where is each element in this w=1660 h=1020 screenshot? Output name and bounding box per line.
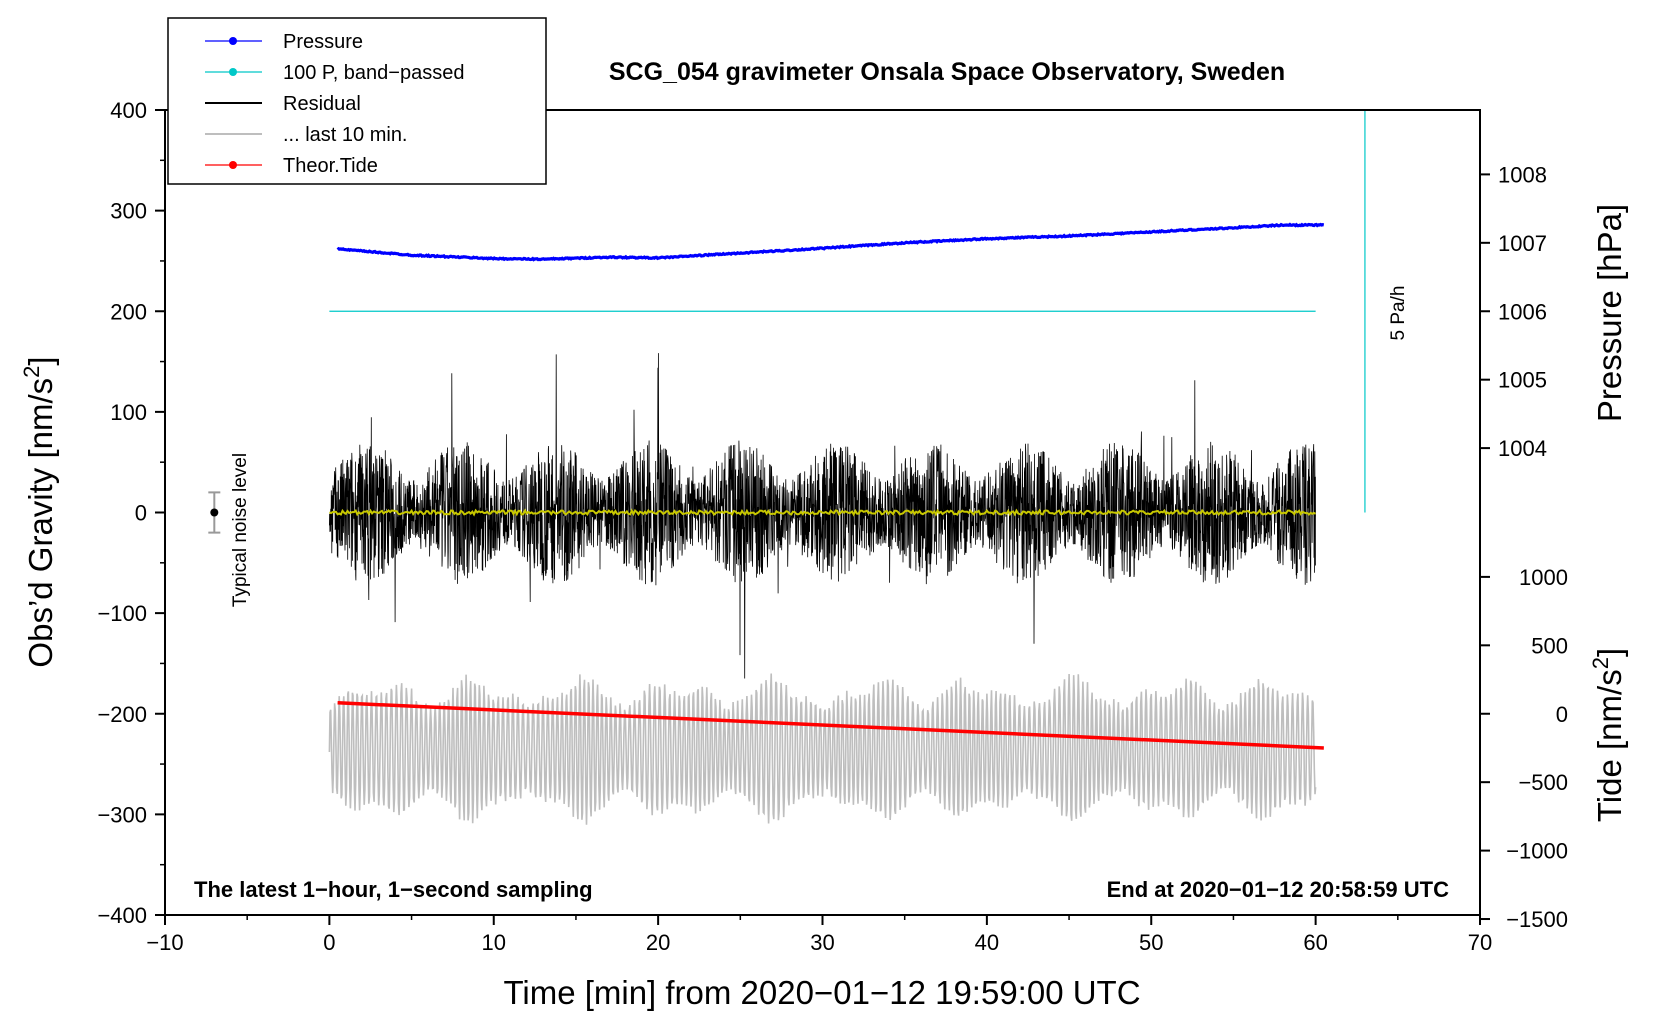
layer-text: SCG_054 gravimeter Onsala Space Observat… [19, 58, 1628, 1011]
y-axis-title-left: Obs’d Gravity [nm/s2] [19, 356, 59, 667]
layer-data [208, 110, 1366, 825]
last-10-min-line [328, 673, 1317, 825]
y-axis-title-pressure: Pressure [hPa] [1591, 204, 1628, 422]
residual-smoothed-line [329, 508, 1317, 517]
chart-title: SCG_054 gravimeter Onsala Space Observat… [609, 58, 1285, 86]
noise-center-dot [210, 508, 219, 517]
residual-line [329, 353, 1316, 679]
legend-label: Pressure [283, 31, 363, 53]
rate-label: 5 Pa/h [1388, 286, 1409, 341]
legend-swatch-marker [229, 161, 237, 169]
x-tick-label: 40 [975, 930, 999, 955]
x-tick-label: −10 [146, 930, 183, 955]
noise-level-label: Typical noise level [230, 453, 251, 607]
y-tick-label: 200 [110, 299, 147, 324]
y-axis-title-tide: Tide [nm/s2] [1588, 648, 1628, 822]
tide-tick-label: 0 [1556, 702, 1568, 727]
y-tick-label: 0 [135, 501, 147, 526]
tide-tick-label: −500 [1518, 770, 1568, 795]
tide-tick-label: −1500 [1506, 907, 1568, 932]
y-axis-title-tide-sup: 2 [1588, 657, 1613, 669]
pressure-tick-label: 1005 [1498, 368, 1547, 393]
y-tick-label: 100 [110, 400, 147, 425]
x-tick-label: 30 [810, 930, 834, 955]
y-tick-label: −300 [97, 802, 147, 827]
note-end-time: End at 2020−01−12 20:58:59 UTC [1107, 877, 1450, 902]
theoretical-tide-line [337, 701, 1324, 750]
pressure-tick-label: 1006 [1498, 299, 1547, 324]
x-axis-title: Time [min] from 2020−01−12 19:59:00 UTC [503, 974, 1140, 1011]
pressure-line [336, 222, 1325, 262]
x-tick-label: 20 [646, 930, 670, 955]
x-tick-label: 0 [323, 930, 335, 955]
tide-tick-label: −1000 [1506, 839, 1568, 864]
legend-label: ... last 10 min. [283, 124, 408, 146]
legend-box [167, 17, 547, 185]
x-tick-label: 70 [1468, 930, 1492, 955]
x-tick-label: 50 [1139, 930, 1163, 955]
y-axis-title-tide-text: Tide [nm/s [1591, 669, 1628, 822]
legend-label: 100 P, band−passed [283, 62, 464, 84]
x-tick-label: 10 [482, 930, 506, 955]
layer-axes: −10 0 10 20 30 40 50 60 70−400−300−200−100010020… [97, 98, 1568, 955]
legend: Pressure 100 P, band−passed Residual ... la… [167, 17, 547, 185]
y-axis-title-left-sup: 2 [19, 366, 44, 378]
pressure-tick-label: 1008 [1498, 162, 1547, 187]
note-sampling: The latest 1−hour, 1−second sampling [194, 877, 593, 902]
y-tick-label: −400 [97, 903, 147, 928]
legend-label: Residual [283, 93, 361, 115]
y-tick-label: −100 [97, 601, 147, 626]
legend-label: Theor.Tide [283, 155, 378, 177]
x-tick-label: 60 [1303, 930, 1327, 955]
y-axis-title-left-end: ] [22, 356, 59, 365]
legend-swatch-marker [229, 68, 237, 76]
legend-swatch-marker [229, 37, 237, 45]
tide-tick-label: 500 [1531, 633, 1568, 658]
tide-tick-label: 1000 [1519, 565, 1568, 590]
y-axis-title-left-text: Obs’d Gravity [nm/s [22, 378, 59, 668]
pressure-tick-label: 1007 [1498, 231, 1547, 256]
pressure-tick-label: 1004 [1498, 436, 1547, 461]
y-tick-label: 400 [110, 98, 147, 123]
y-tick-label: −200 [97, 702, 147, 727]
y-axis-title-tide-end: ] [1591, 648, 1628, 657]
y-tick-label: 300 [110, 199, 147, 224]
